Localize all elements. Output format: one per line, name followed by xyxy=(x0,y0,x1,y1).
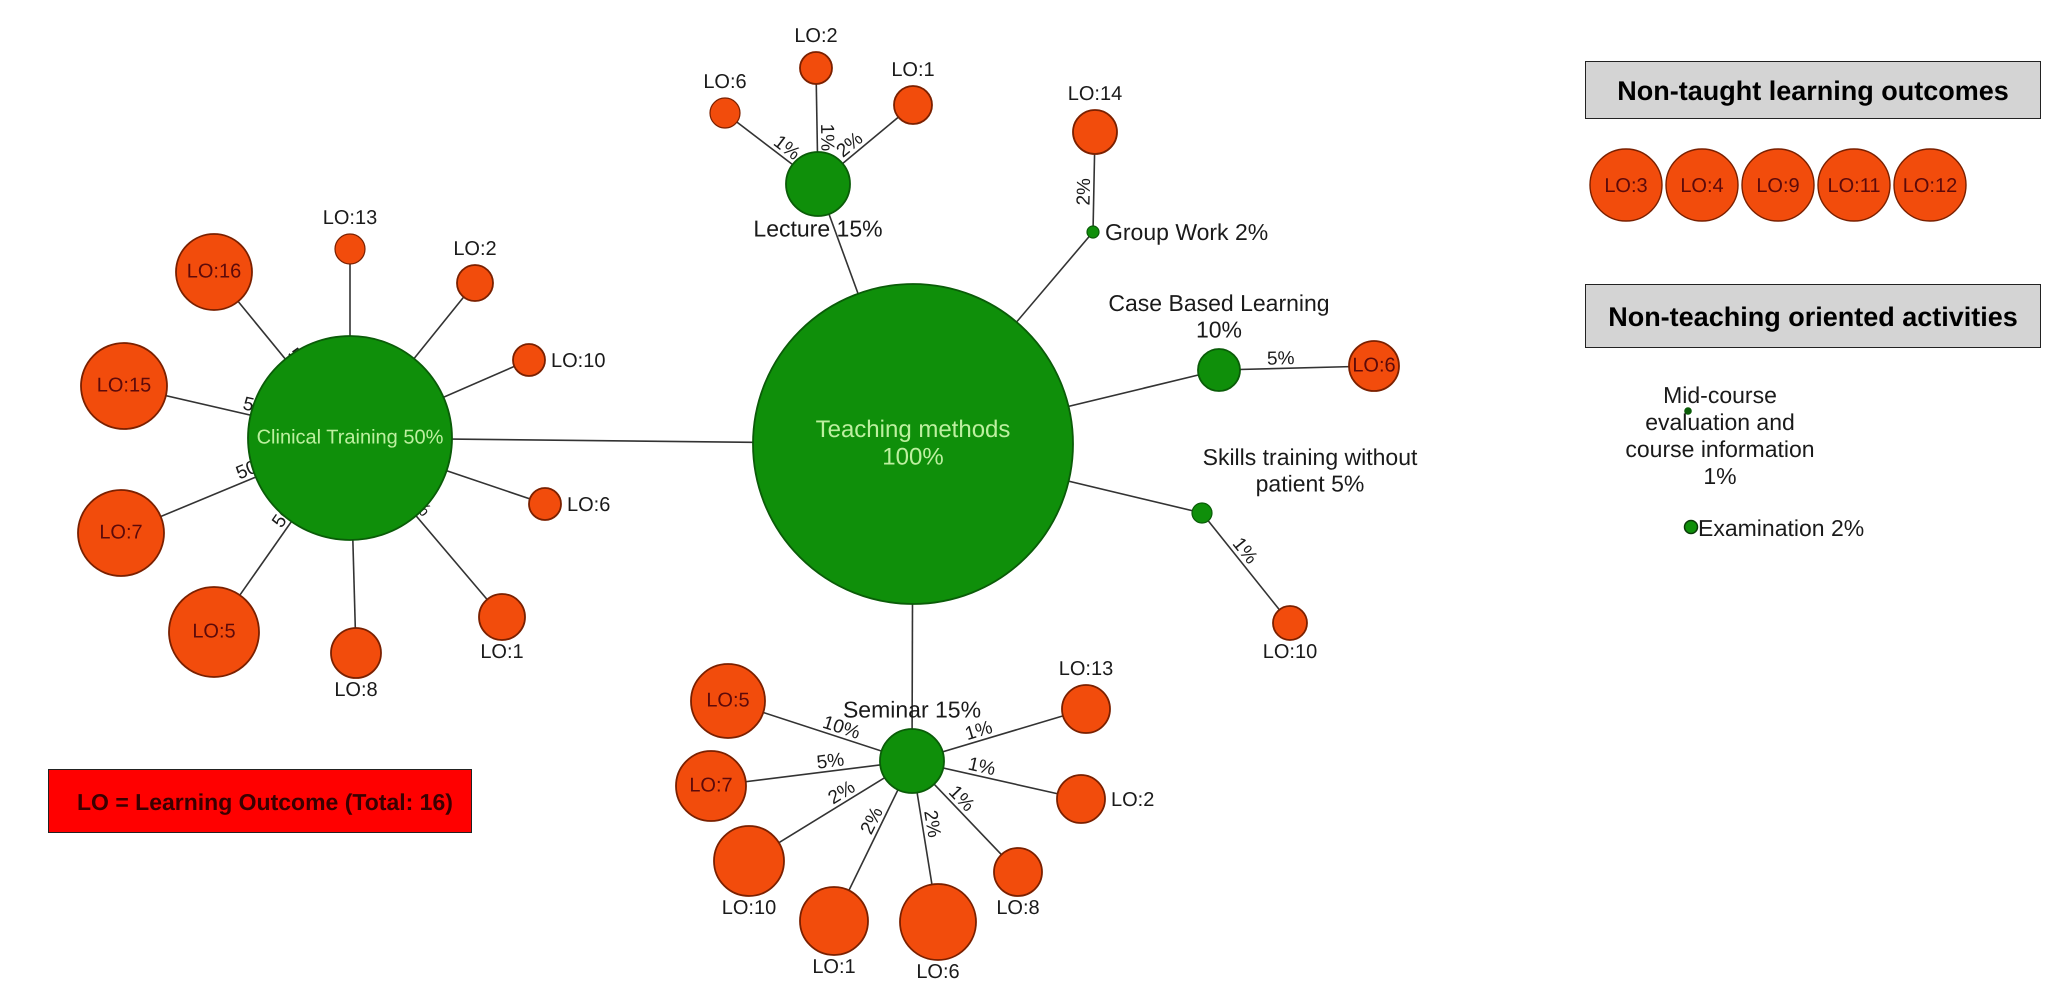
svg-text:LO:10: LO:10 xyxy=(551,350,605,372)
svg-text:5%: 5% xyxy=(1267,348,1295,370)
svg-text:LO:8: LO:8 xyxy=(334,679,377,701)
svg-text:10%: 10% xyxy=(1196,317,1242,343)
svg-text:100%: 100% xyxy=(882,443,943,470)
svg-text:2%: 2% xyxy=(1074,178,1096,206)
svg-text:Clinical Training 50%: Clinical Training 50% xyxy=(257,427,444,449)
svg-text:LO:6: LO:6 xyxy=(916,961,959,983)
svg-text:LO:5: LO:5 xyxy=(706,690,749,712)
svg-text:LO:2: LO:2 xyxy=(794,25,837,47)
svg-text:2%: 2% xyxy=(919,809,944,840)
svg-text:Seminar 15%: Seminar 15% xyxy=(843,697,981,723)
svg-text:LO:8: LO:8 xyxy=(996,897,1039,919)
svg-text:LO:1: LO:1 xyxy=(480,641,523,663)
svg-text:Case Based Learning: Case Based Learning xyxy=(1108,290,1329,316)
svg-text:LO:13: LO:13 xyxy=(1059,658,1113,680)
svg-text:LO:7: LO:7 xyxy=(99,522,142,544)
svg-text:patient 5%: patient 5% xyxy=(1256,471,1365,497)
svg-text:LO:10: LO:10 xyxy=(722,897,776,919)
svg-text:LO:2: LO:2 xyxy=(1111,789,1154,811)
svg-text:2%: 2% xyxy=(825,777,859,809)
svg-text:LO:6: LO:6 xyxy=(567,494,610,516)
svg-text:LO:2: LO:2 xyxy=(453,238,496,260)
svg-text:LO:13: LO:13 xyxy=(323,207,377,229)
svg-text:LO:15: LO:15 xyxy=(97,375,151,397)
svg-text:Group Work 2%: Group Work 2% xyxy=(1105,219,1268,245)
svg-text:LO:14: LO:14 xyxy=(1068,83,1122,105)
svg-text:LO:7: LO:7 xyxy=(689,775,732,797)
svg-text:LO:1: LO:1 xyxy=(891,59,934,81)
svg-text:LO:6: LO:6 xyxy=(1352,355,1395,377)
svg-text:LO:6: LO:6 xyxy=(703,71,746,93)
svg-text:1%: 1% xyxy=(1228,534,1262,569)
svg-text:LO:10: LO:10 xyxy=(1263,641,1317,663)
svg-text:LO:1: LO:1 xyxy=(812,956,855,978)
svg-text:5%: 5% xyxy=(815,749,845,773)
svg-text:Lecture 15%: Lecture 15% xyxy=(753,216,882,242)
svg-text:2%: 2% xyxy=(857,804,888,838)
svg-text:LO:16: LO:16 xyxy=(187,261,241,283)
svg-text:1%: 1% xyxy=(966,754,998,781)
svg-text:Skills training without: Skills training without xyxy=(1203,444,1418,470)
svg-text:LO:5: LO:5 xyxy=(192,621,235,643)
svg-text:Teaching methods: Teaching methods xyxy=(816,416,1011,443)
svg-text:1%: 1% xyxy=(944,782,978,816)
